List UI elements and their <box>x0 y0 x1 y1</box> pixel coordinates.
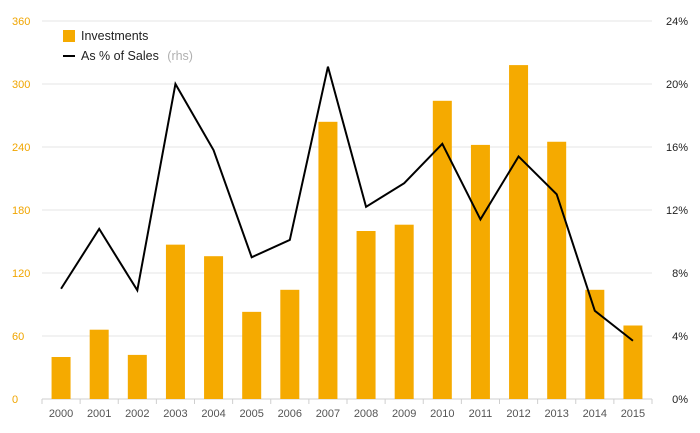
bar <box>585 289 605 399</box>
y-right-tick-label: 16% <box>666 142 688 154</box>
bar <box>204 256 224 399</box>
bar <box>242 311 262 399</box>
x-tick-label: 2000 <box>49 408 73 420</box>
y-left-tick-label: 60 <box>12 331 24 343</box>
y-left-tick-label: 300 <box>12 79 30 91</box>
y-right-tick-label: 20% <box>666 79 688 91</box>
bar <box>509 65 529 399</box>
bar <box>470 144 490 399</box>
y-right-tick-label: 4% <box>672 331 688 343</box>
y-right-tick-label: 8% <box>672 268 688 280</box>
x-tick-label: 2007 <box>316 408 340 420</box>
legend: Investments As % of Sales (rhs) <box>63 29 193 64</box>
y-left-tick-label: 120 <box>12 268 30 280</box>
line-series-pct-sales <box>60 66 634 342</box>
axes: 0 0% 60 4% 120 8% 180 12% 240 16% 300 20% 360 24% 2000… <box>12 16 688 420</box>
gridlines <box>42 20 652 400</box>
bar <box>127 354 147 399</box>
legend-label-rhs-note: (rhs) <box>167 49 193 63</box>
y-left-tick-label: 240 <box>12 142 30 154</box>
x-tick-label: 2008 <box>354 408 378 420</box>
legend-label-pct-sales-group: As % of Sales (rhs) <box>81 47 193 64</box>
line-path <box>60 66 634 342</box>
x-tick-label: 2001 <box>87 408 111 420</box>
legend-label-investments: Investments <box>81 29 148 43</box>
bar <box>165 244 185 399</box>
x-tick-label: 2002 <box>125 408 149 420</box>
y-left-tick-label: 360 <box>12 16 30 28</box>
y-left-tick-label: 180 <box>12 205 30 217</box>
x-tick-label: 2009 <box>392 408 416 420</box>
bar-series-investments <box>51 65 643 400</box>
bar <box>51 357 71 399</box>
bar <box>394 224 414 399</box>
x-tick-label: 2003 <box>163 408 187 420</box>
x-tick-label: 2004 <box>201 408 225 420</box>
x-tick-label: 2011 <box>469 408 493 420</box>
bar <box>432 100 452 400</box>
x-tick-label: 2013 <box>544 408 568 420</box>
x-tick-label: 2014 <box>583 408 607 420</box>
x-tick-label: 2015 <box>621 408 645 420</box>
x-tick-label: 2010 <box>430 408 454 420</box>
y-right-tick-label: 0% <box>672 394 688 406</box>
y-right-tick-label: 12% <box>666 205 688 217</box>
bar <box>318 121 338 400</box>
y-left-tick-label: 0 <box>12 394 18 406</box>
y-right-tick-label: 24% <box>666 16 688 28</box>
bar <box>356 231 376 399</box>
x-tick-label: 2006 <box>278 408 302 420</box>
x-tick-label: 2012 <box>506 408 530 420</box>
bar <box>547 141 567 399</box>
bar <box>623 325 643 399</box>
bar <box>89 329 109 399</box>
legend-label-pct-sales: As % of Sales <box>81 49 159 63</box>
legend-swatch-investments <box>63 30 75 42</box>
bar <box>280 289 300 399</box>
x-tick-label: 2005 <box>239 408 263 420</box>
